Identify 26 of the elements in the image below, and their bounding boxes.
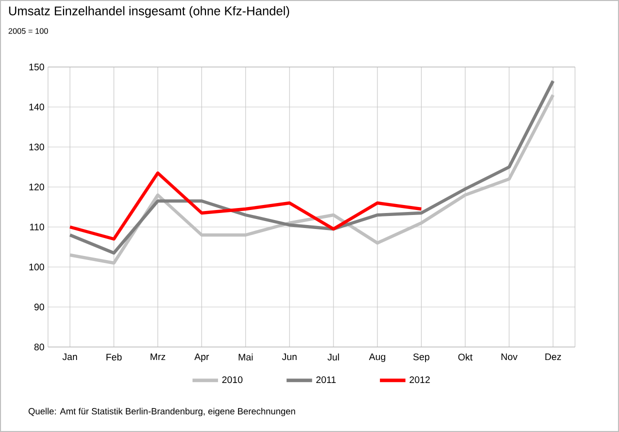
x-tick-label: Mai xyxy=(238,354,253,360)
x-tick-label: Nov xyxy=(501,354,518,360)
x-tick-label: Aug xyxy=(368,354,386,362)
x-tick-label: Jul xyxy=(328,354,339,360)
x-tick-label: Dez xyxy=(545,354,561,360)
chart-title: Umsatz Einzelhandel insgesamt (ohne Kfz-Handel) xyxy=(9,6,290,18)
x-tick-label: Apr xyxy=(194,354,209,362)
line-series xyxy=(68,171,423,241)
x-tick-label: Jan xyxy=(62,354,77,360)
source-note: Quelle: Amt für Statistik Berlin-Brandenburg, eigene Berechnungen xyxy=(28,408,296,416)
y-tick-label: 140 xyxy=(29,104,44,110)
y-tick-label: 120 xyxy=(29,184,44,190)
x-tick-label: Feb xyxy=(106,354,122,360)
x-tick-label: Jun xyxy=(282,354,297,360)
y-tick-label: 100 xyxy=(29,264,44,270)
y-tick-label: 130 xyxy=(29,144,44,150)
x-tick-label: Sep xyxy=(413,354,430,362)
y-tick-label: 90 xyxy=(34,304,44,310)
legend-label: 2010 xyxy=(222,376,242,384)
y-tick-label: 80 xyxy=(34,344,44,350)
x-tick-label: Okt xyxy=(458,354,473,360)
x-tick-label: Mrz xyxy=(150,354,166,360)
y-tick-label: 110 xyxy=(30,224,44,230)
legend-label: 2012 xyxy=(410,376,430,384)
y-tick-label: 150 xyxy=(29,64,44,70)
legend-label: 2011 xyxy=(316,376,336,384)
